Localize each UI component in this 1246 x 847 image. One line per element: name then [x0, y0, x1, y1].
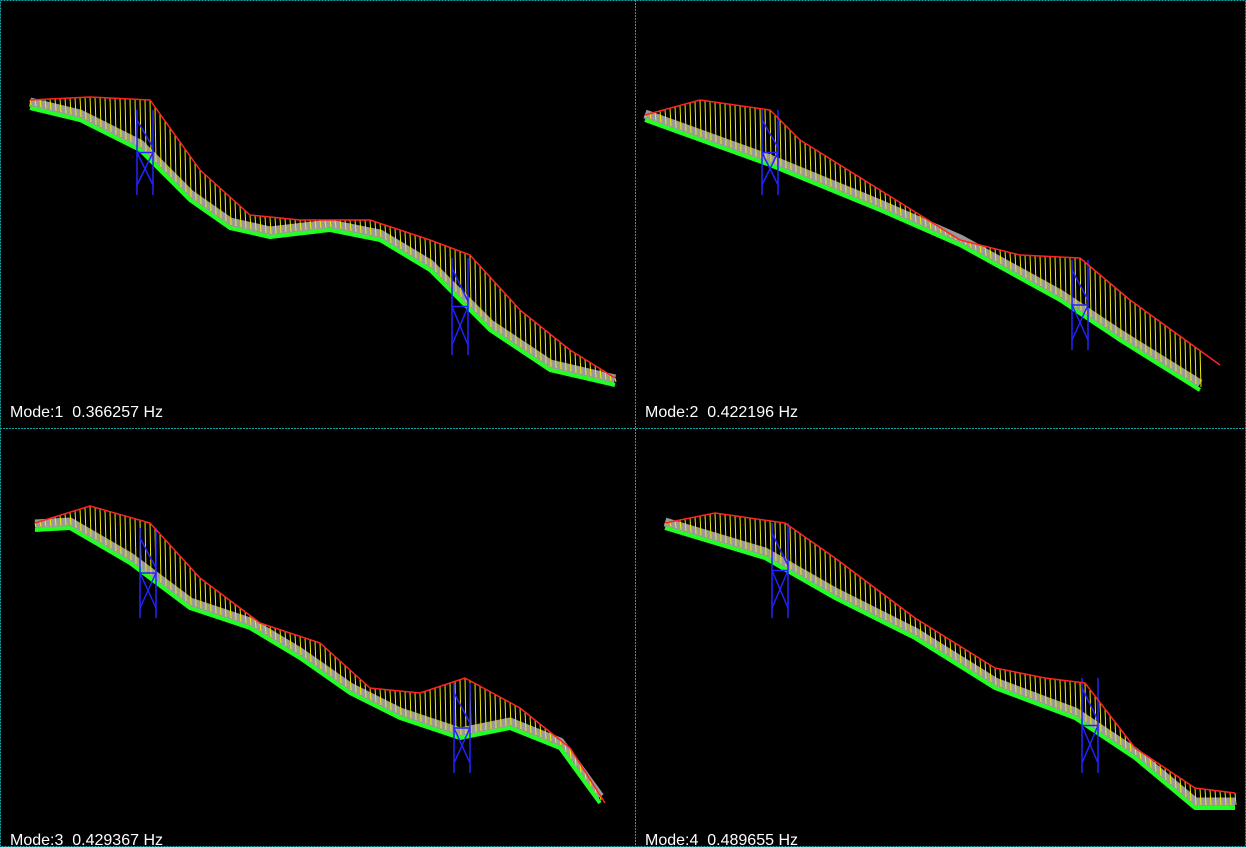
mode-label: Mode:2 0.422196 Hz: [645, 404, 798, 421]
mode-viewer: Mode:1 0.366257 Hz Mode:2 0.422196 Hz Mode…: [0, 0, 1246, 847]
mode-label: Mode:1 0.366257 Hz: [10, 404, 163, 421]
background: [0, 0, 1246, 847]
mode-label: Mode:3 0.429367 Hz: [10, 832, 163, 847]
mode-label: Mode:4 0.489655 Hz: [645, 832, 798, 847]
